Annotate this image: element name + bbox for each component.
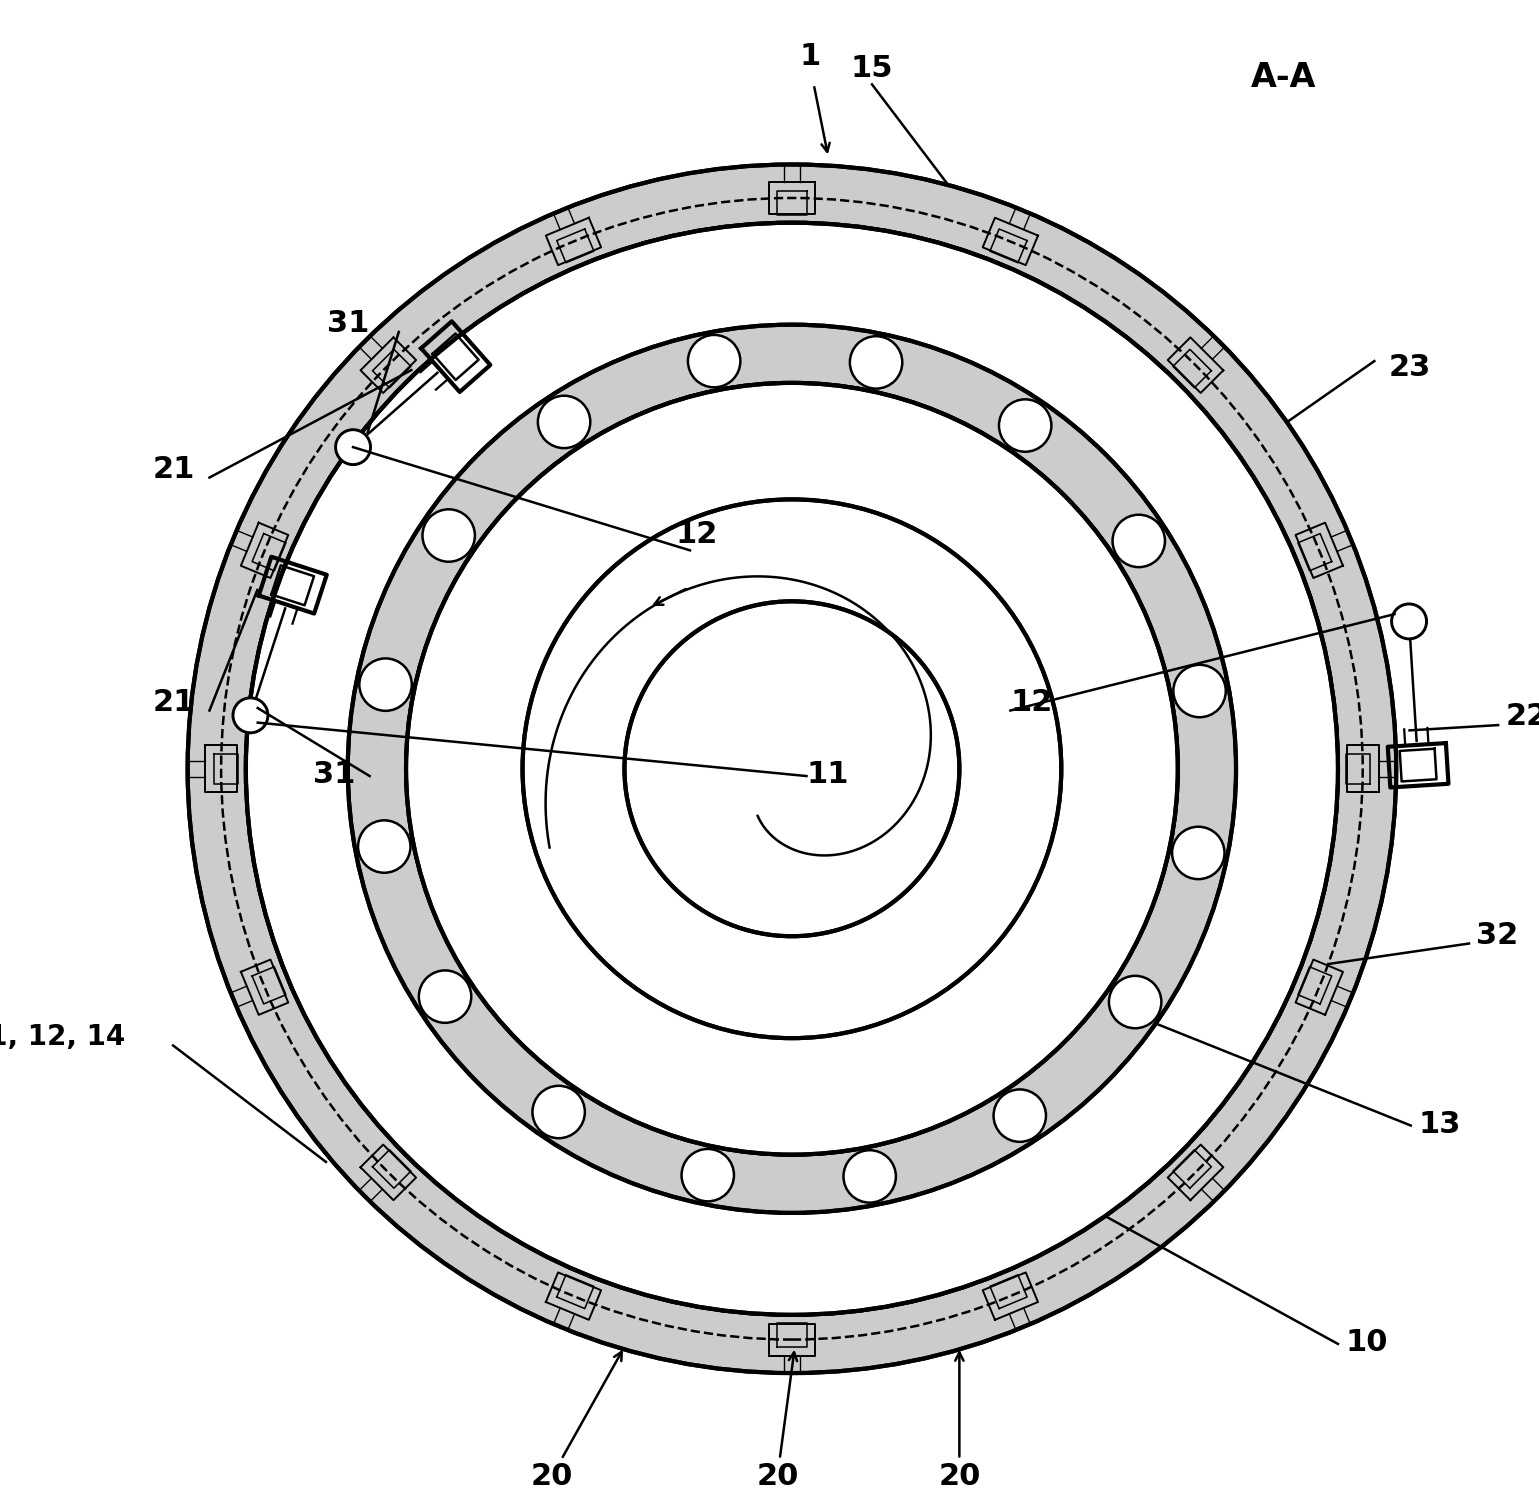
Circle shape: [523, 499, 1062, 1038]
Circle shape: [1110, 976, 1162, 1028]
Text: A-A: A-A: [1251, 62, 1316, 95]
Circle shape: [246, 223, 1337, 1315]
Text: 31: 31: [312, 760, 356, 789]
Circle shape: [625, 602, 959, 936]
Text: 20: 20: [756, 1353, 799, 1491]
Text: 10: 10: [1345, 1329, 1388, 1357]
Circle shape: [1391, 603, 1427, 639]
Text: 20: 20: [531, 1351, 622, 1491]
Text: 11: 11: [806, 760, 850, 789]
Text: 12: 12: [676, 520, 717, 549]
Circle shape: [246, 223, 1337, 1315]
Text: 20: 20: [939, 1353, 980, 1491]
Circle shape: [419, 971, 471, 1022]
Circle shape: [1173, 826, 1225, 879]
Circle shape: [994, 1089, 1047, 1142]
Circle shape: [850, 336, 902, 389]
Circle shape: [188, 164, 1396, 1374]
Text: 13: 13: [1417, 1110, 1461, 1139]
Text: 11, 12, 14: 11, 12, 14: [0, 1024, 126, 1051]
Text: 15: 15: [851, 54, 893, 83]
Circle shape: [532, 1086, 585, 1139]
Circle shape: [232, 698, 268, 733]
Circle shape: [682, 1149, 734, 1202]
Circle shape: [359, 820, 411, 873]
Circle shape: [348, 324, 1236, 1212]
Text: 22: 22: [1505, 703, 1539, 731]
Circle shape: [336, 430, 371, 464]
Text: 23: 23: [1388, 353, 1431, 382]
Text: 32: 32: [1476, 920, 1519, 950]
Circle shape: [843, 1151, 896, 1203]
Circle shape: [999, 400, 1051, 452]
Circle shape: [1113, 514, 1165, 567]
Text: 21: 21: [152, 688, 195, 716]
Text: 21: 21: [152, 454, 195, 484]
Circle shape: [537, 395, 591, 448]
Circle shape: [359, 659, 412, 710]
Text: 31: 31: [328, 309, 369, 338]
Circle shape: [423, 510, 476, 561]
Circle shape: [688, 335, 740, 388]
Text: 12: 12: [1010, 688, 1053, 716]
Circle shape: [1173, 665, 1225, 718]
Circle shape: [406, 383, 1177, 1155]
Text: 1: 1: [799, 42, 820, 71]
Circle shape: [406, 383, 1177, 1155]
